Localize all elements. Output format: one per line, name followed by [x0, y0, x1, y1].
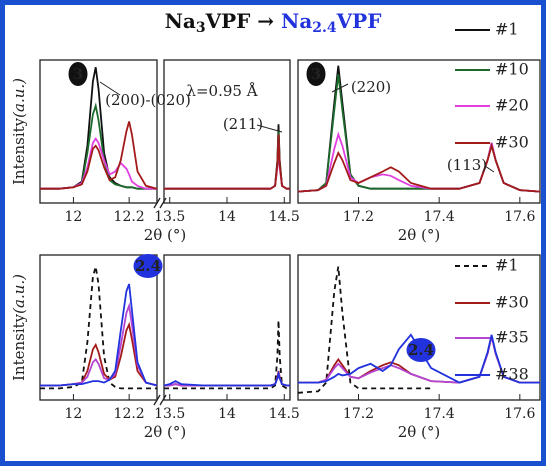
badge — [68, 62, 88, 86]
x-tick-label: 13.5 — [154, 406, 185, 422]
x-tick-label: 12 — [65, 209, 83, 225]
series-line — [40, 136, 157, 190]
x-tick-label: 12.2 — [114, 406, 145, 422]
title: Na3VPF → Na2.4VPF — [165, 9, 382, 37]
axis-break — [153, 394, 161, 406]
x-tick-label: 17.2 — [343, 209, 374, 225]
annotation: (211) — [223, 115, 263, 133]
x-tick-label: 17.2 — [343, 406, 374, 422]
legend-label: #1 — [495, 256, 519, 275]
badge-label: 2.4 — [408, 341, 434, 359]
series-line — [164, 320, 290, 390]
series-line — [40, 266, 157, 390]
y-label-part: Intensity — [10, 313, 28, 381]
x-tick-label: 12 — [65, 406, 83, 422]
plot-area — [297, 59, 541, 204]
y-axis-label: Intensity(a.u.) — [10, 78, 28, 185]
legend-label: #35 — [495, 328, 529, 347]
axis-break — [153, 197, 161, 209]
axis-break — [159, 394, 167, 406]
y-label-part: Intensity — [10, 117, 28, 185]
title-part: 3 — [196, 20, 206, 36]
series-line — [40, 283, 158, 387]
title-part: Na — [281, 9, 312, 33]
x-tick-label: 14 — [218, 406, 236, 422]
badge-label: 3 — [311, 65, 321, 83]
leader-line — [331, 83, 349, 93]
series-line — [297, 266, 432, 394]
title-part: VPF — [205, 9, 251, 33]
badge-label: 3 — [73, 65, 83, 83]
x-tick-label: 17.6 — [504, 406, 535, 422]
y-label-part: (a.u.) — [10, 274, 28, 314]
series-line — [40, 121, 158, 190]
series-line — [163, 370, 290, 387]
badge — [133, 254, 163, 278]
x-tick-label: 14 — [218, 209, 236, 225]
title-part: 2.4 — [312, 20, 337, 36]
x-axis-label: 2θ (°) — [398, 226, 441, 244]
x-tick-label: 17.4 — [424, 209, 455, 225]
x-tick-label: 13.5 — [154, 209, 185, 225]
axis-break — [159, 197, 167, 209]
annotation: (220) — [351, 78, 391, 96]
annotation: (200)-(020) — [105, 91, 191, 109]
legend-label: #30 — [495, 133, 529, 152]
annotation: λ=0.95 Å — [186, 82, 257, 100]
y-label-part: (a.u.) — [10, 78, 28, 118]
leader-line — [484, 165, 495, 173]
series-line — [298, 333, 540, 384]
badge — [306, 62, 326, 86]
annotation: (113) — [447, 156, 487, 174]
x-tick-label: 14.5 — [269, 209, 300, 225]
x-tick-label: 14.5 — [269, 406, 300, 422]
series-line — [297, 142, 541, 193]
title-part: VPF — [336, 9, 382, 33]
plot-area — [297, 254, 541, 401]
badge-label: 2.4 — [135, 257, 161, 275]
legend-label: #1 — [495, 20, 519, 39]
badge — [406, 338, 436, 362]
legend-label: #38 — [495, 365, 529, 384]
leader-line — [256, 124, 283, 133]
leader-line — [99, 81, 121, 96]
x-tick-label: 17.4 — [424, 406, 455, 422]
x-axis-label: 2θ (°) — [398, 423, 441, 441]
title-part: → — [250, 9, 281, 33]
x-tick-label: 12.2 — [114, 209, 145, 225]
legend-label: #10 — [495, 60, 529, 79]
title-part: Na — [165, 9, 196, 33]
y-axis-label: Intensity(a.u.) — [10, 274, 28, 381]
x-axis-label: 2θ (°) — [144, 226, 187, 244]
series-line — [40, 302, 158, 387]
series-line — [164, 134, 290, 190]
legend-label: #30 — [495, 293, 529, 312]
x-axis-label: 2θ (°) — [144, 423, 187, 441]
plot-area — [39, 254, 158, 401]
plot-area — [39, 59, 158, 204]
x-tick-label: 17.6 — [504, 209, 535, 225]
legend-label: #20 — [495, 96, 529, 115]
